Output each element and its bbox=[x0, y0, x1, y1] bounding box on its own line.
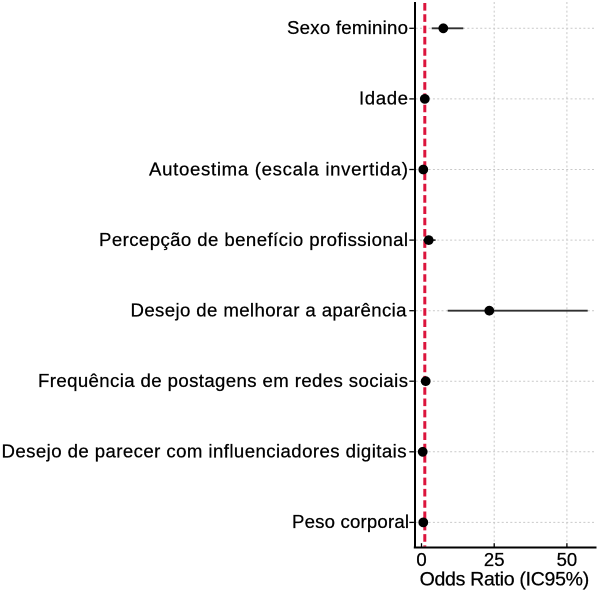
svg-text:Odds Ratio (IC95%): Odds Ratio (IC95%) bbox=[420, 569, 590, 591]
svg-text:Autoestima (escala invertida): Autoestima (escala invertida) bbox=[149, 158, 408, 179]
svg-text:25: 25 bbox=[484, 549, 505, 570]
svg-text:Desejo de melhorar a aparência: Desejo de melhorar a aparência bbox=[131, 300, 408, 321]
svg-text:Idade: Idade bbox=[359, 88, 408, 109]
svg-text:Desejo de parecer com influenc: Desejo de parecer com influenciadores di… bbox=[2, 441, 407, 462]
svg-text:Frequência de postagens em red: Frequência de postagens em redes sociais bbox=[38, 370, 408, 391]
svg-text:0: 0 bbox=[416, 549, 426, 570]
svg-text:Peso corporal: Peso corporal bbox=[292, 511, 409, 532]
svg-text:50: 50 bbox=[557, 549, 578, 570]
svg-text:Percepção de benefício profiss: Percepção de benefício profissional bbox=[99, 229, 408, 250]
svg-text:Sexo feminino: Sexo feminino bbox=[287, 17, 408, 38]
